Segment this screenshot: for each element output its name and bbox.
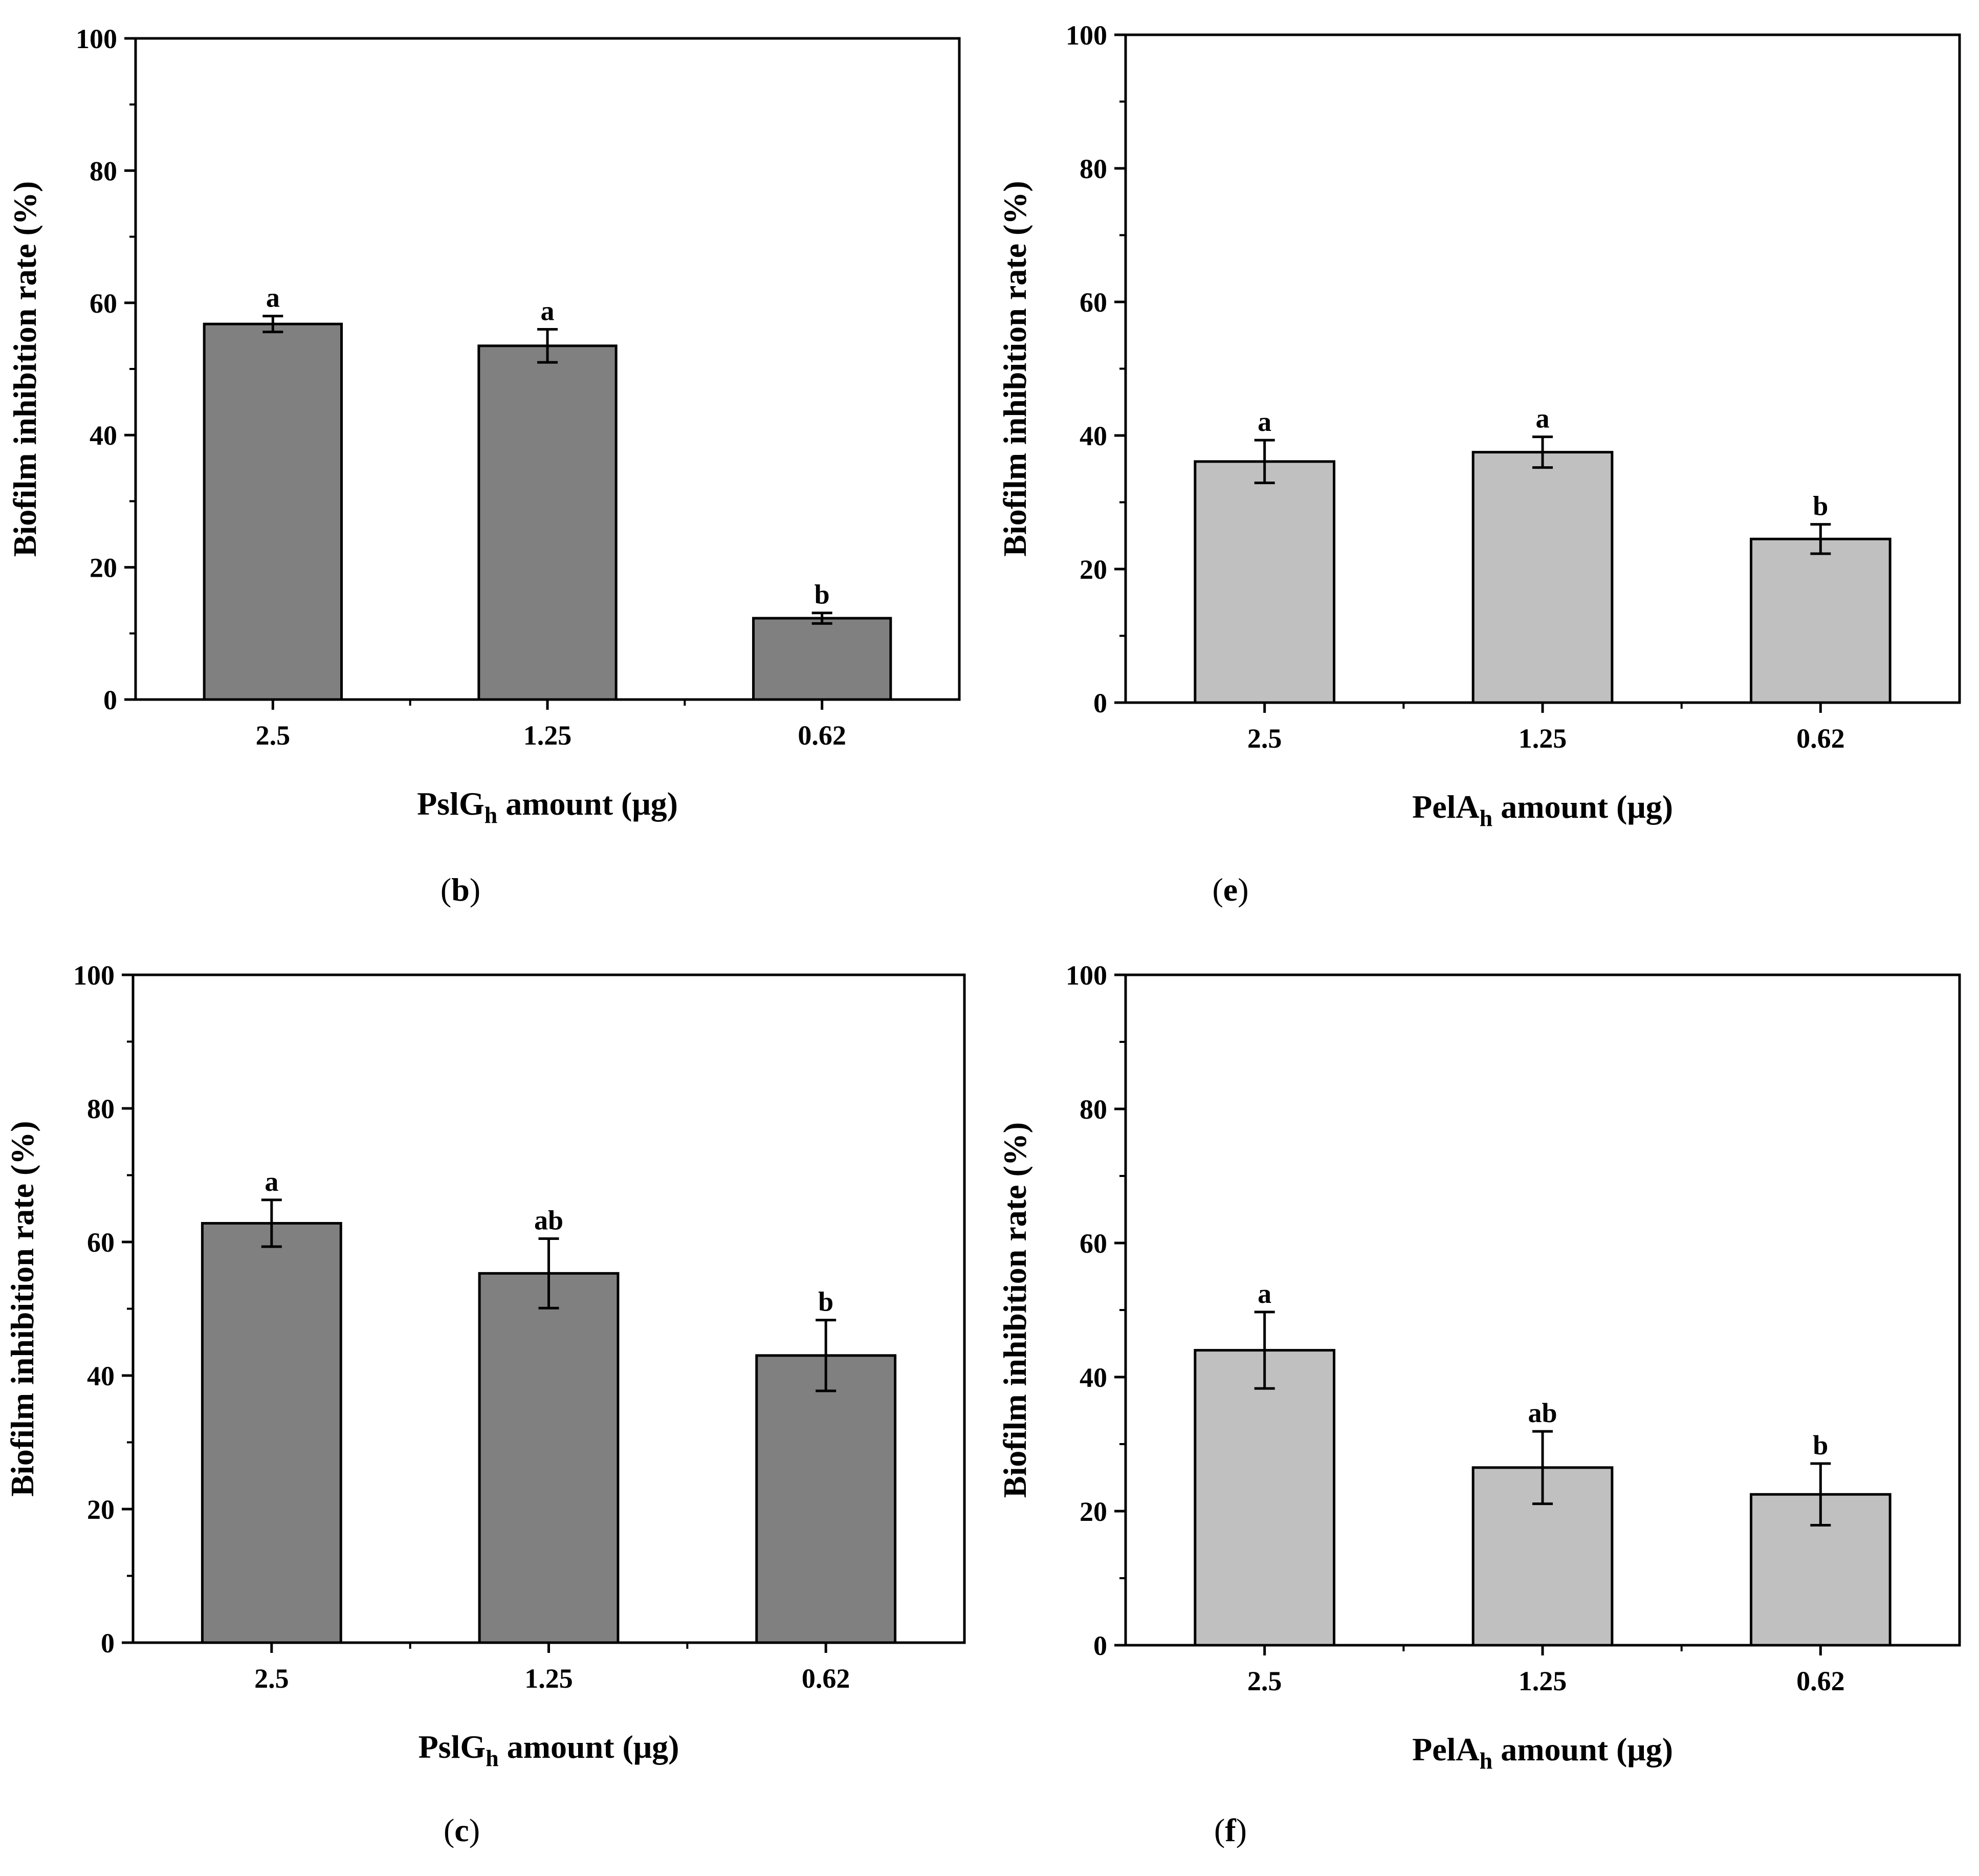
x-tick-label: 0.62 [1796, 723, 1845, 754]
significance-label: a [266, 282, 280, 313]
y-tick-label: 100 [73, 960, 115, 991]
x-tick-label: 1.25 [1519, 723, 1567, 754]
significance-label: a [1258, 406, 1271, 437]
y-axis-title: Biofilm inhibition rate (%) [7, 181, 43, 557]
chart-panel-b: 0 20 40 60 80 100 2.5 1.25 0.62 a a b Biofilm inhibi… [7, 24, 961, 908]
bar [1471, 451, 1614, 704]
significance-label: b [1813, 1430, 1828, 1460]
x-axis-title: PslGh amount (μg) [419, 1729, 679, 1771]
y-tick-label: 60 [90, 288, 117, 319]
panel-caption: (c) [444, 1812, 480, 1848]
significance-label: b [818, 1286, 833, 1317]
x-tick-label: 0.62 [802, 1663, 850, 1694]
x-axis-title: PelAh amount (μg) [1412, 789, 1673, 831]
y-tick-label: 40 [1080, 421, 1107, 451]
bar [755, 1354, 897, 1644]
significance-label: b [815, 579, 830, 610]
chart-panel-f: 0 20 40 60 80 100 2.5 1.25 0.62 a ab b Biofilm inhib… [997, 960, 1961, 1848]
x-tick-label: 2.5 [1247, 723, 1282, 754]
y-tick-label: 60 [1080, 287, 1107, 318]
significance-label: ab [1528, 1398, 1557, 1428]
y-tick-label: 80 [1080, 154, 1107, 184]
significance-label: b [1813, 491, 1828, 521]
y-tick-label: 0 [103, 685, 117, 715]
y-tick-label: 0 [1093, 1630, 1107, 1661]
significance-label: a [1258, 1278, 1271, 1309]
x-tick-label: 1.25 [524, 1663, 573, 1694]
x-tick-label: 2.5 [1247, 1666, 1282, 1696]
y-tick-label: 100 [76, 24, 117, 54]
bar [477, 344, 618, 701]
y-tick-label: 20 [1080, 554, 1107, 585]
bar [1194, 460, 1335, 704]
panel-caption: (b) [441, 871, 480, 908]
x-tick-label: 0.62 [1796, 1666, 1845, 1696]
y-tick-label: 100 [1066, 20, 1107, 51]
bar [752, 617, 892, 701]
y-tick-label: 40 [90, 420, 117, 451]
chart-panel-c: 0 20 40 60 80 100 2.5 1.25 0.62 a ab b Biofilm inhib… [4, 960, 966, 1848]
bar [478, 1272, 620, 1644]
x-axis-title: PelAh amount (μg) [1412, 1731, 1673, 1774]
panel-caption: (e) [1212, 871, 1248, 908]
significance-label: ab [534, 1205, 563, 1235]
significance-label: a [1536, 403, 1550, 434]
y-tick-label: 40 [87, 1361, 115, 1391]
y-tick-label: 20 [87, 1494, 115, 1525]
y-tick-label: 100 [1066, 960, 1107, 991]
panel-caption: (f) [1214, 1812, 1247, 1848]
y-tick-label: 60 [1080, 1228, 1107, 1259]
x-tick-label: 1.25 [523, 720, 572, 751]
y-tick-label: 80 [1080, 1094, 1107, 1125]
y-tick-label: 80 [87, 1094, 115, 1124]
y-axis-title: Biofilm inhibition rate (%) [997, 1122, 1033, 1498]
y-tick-label: 60 [87, 1227, 115, 1258]
x-tick-label: 1.25 [1519, 1666, 1567, 1696]
bar [1194, 1349, 1335, 1647]
y-axis-title: Biofilm inhibition rate (%) [997, 181, 1033, 556]
x-tick-label: 2.5 [254, 1663, 289, 1694]
significance-label: a [265, 1166, 278, 1197]
significance-label: a [541, 295, 555, 326]
bar [201, 1221, 342, 1644]
y-tick-label: 20 [1080, 1496, 1107, 1527]
y-tick-label: 40 [1080, 1362, 1107, 1393]
x-tick-label: 0.62 [798, 720, 846, 751]
x-tick-label: 2.5 [256, 720, 291, 751]
bar [203, 322, 343, 701]
bar [1750, 537, 1892, 704]
x-axis-title: PslGh amount (μg) [417, 786, 678, 828]
y-tick-label: 20 [90, 553, 117, 583]
y-tick-label: 80 [90, 156, 117, 186]
bar [1750, 1493, 1892, 1647]
y-axis-title: Biofilm inhibition rate (%) [4, 1121, 40, 1496]
chart-panel-e: 0 20 40 60 80 100 2.5 1.25 0.62 a a b Biofilm inhibi… [997, 20, 1961, 908]
y-tick-label: 0 [101, 1628, 115, 1659]
y-tick-label: 0 [1093, 688, 1107, 718]
